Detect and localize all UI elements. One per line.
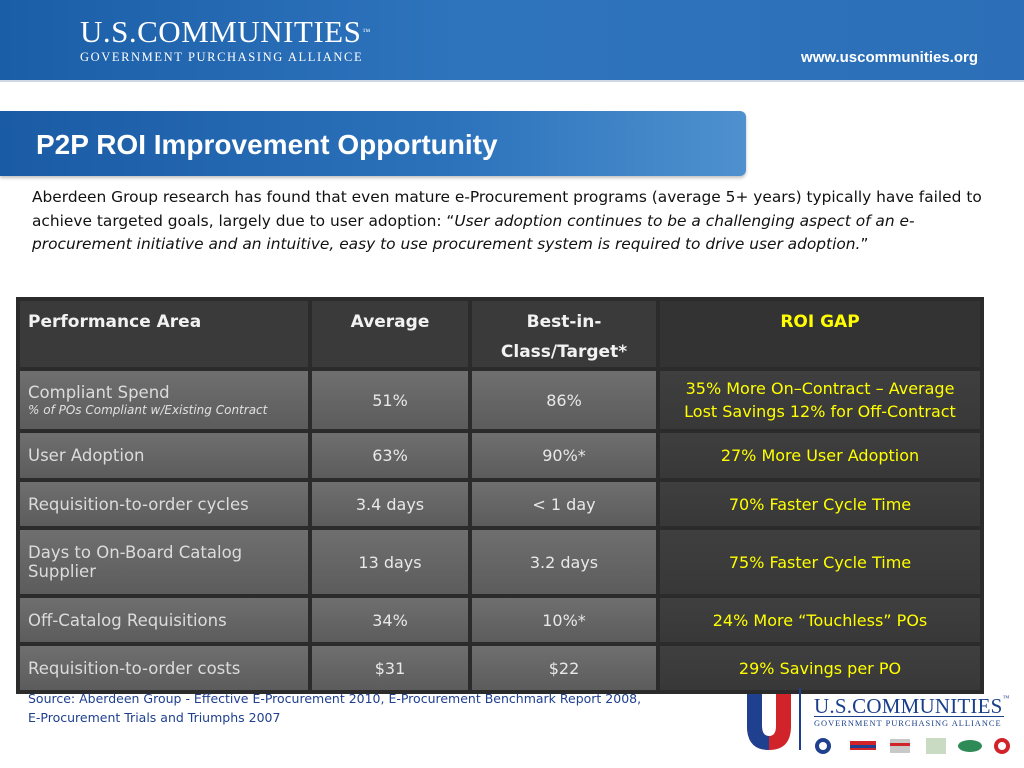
- table-row: User Adoption 63% 90%* 27% More User Ado…: [20, 433, 980, 478]
- gap-line-1: 35% More On–Contract – Average: [685, 379, 955, 398]
- table-row: Off-Catalog Requisitions 34% 10%* 24% Mo…: [20, 598, 980, 642]
- table-header-row: Performance Area Average Best-in-Class/T…: [20, 301, 980, 367]
- footer-brand-name: U.S.COMMUNITIES: [814, 694, 1003, 718]
- area-label: Compliant Spend: [28, 383, 170, 402]
- best-cell: < 1 day: [472, 482, 656, 526]
- intro-paragraph: Aberdeen Group research has found that e…: [32, 186, 992, 257]
- gap-cell: 70% Faster Cycle Time: [660, 482, 980, 526]
- area-cell: Requisition-to-order costs: [20, 646, 308, 690]
- best-cell: 10%*: [472, 598, 656, 642]
- brand-name: U.S.COMMUNITIES: [80, 14, 362, 49]
- table-row: Compliant Spend % of POs Compliant w/Exi…: [20, 371, 980, 429]
- intro-text: Aberdeen Group research has found that e…: [32, 188, 982, 230]
- area-cell: Compliant Spend % of POs Compliant w/Exi…: [20, 371, 308, 429]
- footer-brand-subtitle: GOVERNMENT PURCHASING ALLIANCE: [814, 719, 1002, 728]
- intro-quote: User adoption continues to be a challeng…: [32, 211, 915, 254]
- average-cell: 34%: [312, 598, 468, 642]
- brand-subtitle: GOVERNMENT PURCHASING ALLIANCE: [80, 50, 364, 64]
- best-cell: $22: [472, 646, 656, 690]
- gap-cell: 35% More On–Contract – Average Lost Savi…: [660, 371, 980, 429]
- average-cell: 63%: [312, 433, 468, 478]
- source-line-1: Source: Aberdeen Group - Effective E-Pro…: [28, 691, 642, 706]
- area-sublabel: % of POs Compliant w/Existing Contract: [28, 403, 268, 417]
- footer-brand-trademark: ™: [1002, 694, 1010, 702]
- header-best-in-class: Best-in-Class/Target*: [472, 301, 656, 367]
- brand-trademark: ™: [362, 27, 371, 36]
- partner-logos-icon: [815, 738, 1010, 754]
- average-cell: $31: [312, 646, 468, 690]
- gap-line-2: Lost Savings 12% for Off-Contract: [684, 402, 956, 421]
- header-banner: U.S.COMMUNITIES™ GOVERNMENT PURCHASING A…: [0, 0, 1024, 82]
- table-row: Days to On-Board Catalog Supplier 13 day…: [20, 530, 980, 594]
- brand-logo: U.S.COMMUNITIES™ GOVERNMENT PURCHASING A…: [80, 16, 371, 65]
- gap-cell: 75% Faster Cycle Time: [660, 530, 980, 594]
- best-cell: 90%*: [472, 433, 656, 478]
- table-row: Requisition-to-order costs $31 $22 29% S…: [20, 646, 980, 690]
- gap-cell: 27% More User Adoption: [660, 433, 980, 478]
- average-cell: 3.4 days: [312, 482, 468, 526]
- source-note: Source: Aberdeen Group - Effective E-Pro…: [28, 689, 728, 727]
- slide-title: P2P ROI Improvement Opportunity: [36, 129, 498, 160]
- intro-quote-close: ”: [860, 235, 869, 253]
- best-cell: 3.2 days: [472, 530, 656, 594]
- u-logo-icon: [747, 688, 801, 750]
- header-performance-area: Performance Area: [20, 301, 308, 367]
- gap-cell: 29% Savings per PO: [660, 646, 980, 690]
- header-average: Average: [312, 301, 468, 367]
- gap-cell: 24% More “Touchless” POs: [660, 598, 980, 642]
- average-cell: 13 days: [312, 530, 468, 594]
- website-link[interactable]: www.uscommunities.org: [801, 49, 978, 66]
- average-cell: 51%: [312, 371, 468, 429]
- area-cell: Off-Catalog Requisitions: [20, 598, 308, 642]
- area-cell: Days to On-Board Catalog Supplier: [20, 530, 308, 594]
- slide-title-bar: P2P ROI Improvement Opportunity: [0, 111, 746, 176]
- table-row: Requisition-to-order cycles 3.4 days < 1…: [20, 482, 980, 526]
- best-cell: 86%: [472, 371, 656, 429]
- footer-logo: U.S.COMMUNITIES™ GOVERNMENT PURCHASING A…: [744, 686, 1014, 766]
- footer-divider: [814, 716, 1004, 717]
- area-cell: User Adoption: [20, 433, 308, 478]
- header-roi-gap: ROI GAP: [660, 301, 980, 367]
- performance-table: Performance Area Average Best-in-Class/T…: [16, 297, 984, 694]
- area-cell: Requisition-to-order cycles: [20, 482, 308, 526]
- source-line-2: E-Procurement Trials and Triumphs 2007: [28, 710, 281, 725]
